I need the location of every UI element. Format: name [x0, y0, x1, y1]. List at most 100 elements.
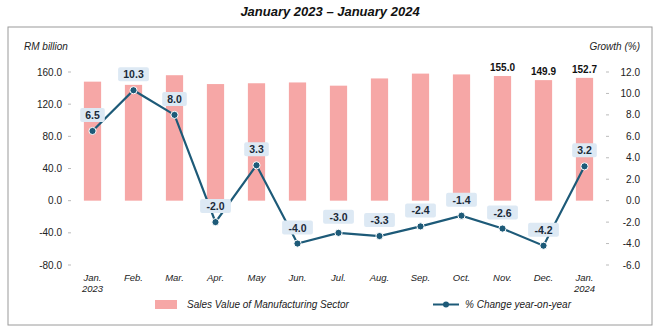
line-label: -4.0: [288, 222, 306, 234]
x-tick-label: Aug.: [369, 272, 390, 283]
line-label: -2.6: [493, 207, 511, 219]
line-label: 8.0: [167, 93, 182, 105]
x-tick-label-line: Aug.: [369, 272, 390, 283]
y2-tick: [606, 179, 609, 180]
y2-tick: [606, 243, 609, 244]
y-tick-label: 80.0: [43, 131, 63, 142]
x-tick-label: Jan.2024: [573, 272, 595, 294]
line-label: 6.5: [85, 109, 100, 121]
line-label-box: [487, 206, 518, 220]
x-tick-label: Sep.: [411, 272, 431, 283]
line-marker: [130, 87, 137, 94]
legend-swatch-marker: [443, 302, 449, 308]
line-label-box: [364, 213, 395, 227]
x-tick-label-line: Jul.: [330, 272, 346, 283]
y2-tick: [606, 265, 609, 266]
x-tick-label-line: Oct.: [453, 272, 470, 283]
y-tick: [68, 232, 71, 233]
y2-tick-label: 0.0: [626, 195, 640, 206]
line-label-box: [162, 92, 187, 106]
y2-tick-label: -6.0: [623, 260, 641, 271]
y2-tick: [606, 157, 609, 158]
bar: [125, 85, 142, 201]
data-labels: 155.0149.9152.76.510.38.0-2.03.3-4.0-3.0…: [80, 62, 597, 237]
plot-area: [84, 74, 593, 250]
y-tick: [68, 200, 71, 201]
x-tick-label-line: May: [248, 272, 267, 283]
bar: [84, 82, 101, 201]
line-marker: [294, 240, 301, 247]
y2-tick-label: 10.0: [621, 88, 641, 99]
x-tick-label: Jan.2023: [81, 272, 104, 294]
legend-swatch: [155, 300, 177, 309]
line-label: 3.2: [577, 144, 592, 156]
x-tick-label-line: Dec.: [534, 272, 554, 283]
x-tick-label: Dec.: [534, 272, 554, 283]
x-tick-label: Jun.: [288, 272, 307, 283]
line-marker: [458, 212, 465, 219]
bar: [412, 74, 429, 201]
y2-tick: [606, 72, 609, 73]
line-label: -3.3: [370, 214, 388, 226]
frame: [8, 27, 652, 325]
y-tick-label: 40.0: [43, 163, 63, 174]
line-label-box: [446, 193, 477, 207]
line-label: 10.3: [123, 68, 144, 80]
line-label: -1.4: [452, 194, 470, 206]
x-tick-label-line: Jun.: [288, 272, 307, 283]
bar: [289, 82, 306, 200]
line-label-box: [528, 223, 559, 237]
y-tick: [68, 136, 71, 137]
x-tick-label: Mar.: [165, 272, 184, 283]
line-label-box: [282, 221, 313, 235]
x-tick-label-line: 2024: [573, 283, 595, 294]
line-label: -3.0: [329, 211, 347, 223]
x-tick-label-line: Jan.: [575, 272, 594, 283]
y-tick-label: 120.0: [37, 99, 62, 110]
x-tick-label-line: Nov.: [493, 272, 512, 283]
y2-tick-label: 2.0: [626, 174, 640, 185]
legend: Sales Value of Manufacturing Sector% Cha…: [155, 299, 572, 310]
line-label: -2.4: [411, 204, 429, 216]
line-label-box: [200, 199, 231, 213]
y2-tick: [606, 136, 609, 137]
line-marker: [417, 223, 424, 230]
x-tick-label: Oct.: [453, 272, 470, 283]
line-marker: [540, 242, 547, 249]
legend-label: Sales Value of Manufacturing Sector: [187, 299, 350, 310]
x-tick-label-line: Jan.: [83, 272, 102, 283]
line-marker: [212, 219, 219, 226]
x-tick-label-line: Sep.: [411, 272, 431, 283]
line-label-box: [405, 203, 436, 217]
line: [93, 90, 585, 245]
line-label-box: [244, 142, 269, 156]
y-axis-title: RM billion: [24, 41, 68, 52]
bar: [535, 80, 552, 201]
chart: January 2023 – January 2024RM billionGro…: [0, 0, 660, 330]
line-label: 3.3: [249, 143, 264, 155]
y2-tick-label: -4.0: [623, 238, 641, 249]
line-marker: [499, 225, 506, 232]
line-label: -2.0: [206, 200, 224, 212]
y-tick: [68, 168, 71, 169]
bar: [371, 78, 388, 200]
bar-label: 152.7: [572, 64, 597, 75]
x-tick-label-line: Mar.: [165, 272, 184, 283]
x-tick-label: May: [248, 272, 267, 283]
bar: [330, 86, 347, 201]
bar-label: 155.0: [490, 62, 515, 73]
line-label-box: [323, 210, 354, 224]
y2-tick: [606, 200, 609, 201]
bar: [576, 78, 593, 201]
line-marker: [253, 162, 260, 169]
line-marker: [89, 127, 96, 134]
y2-tick: [606, 222, 609, 223]
line-marker: [335, 229, 342, 236]
y2-tick-label: 4.0: [626, 152, 640, 163]
y-tick: [68, 265, 71, 266]
y2-tick-label: 6.0: [626, 131, 640, 142]
x-tick-label: Jul.: [330, 272, 346, 283]
y-tick-label: 0.0: [48, 195, 62, 206]
x-tick-label-line: Feb.: [124, 272, 143, 283]
x-tick-label-line: Apr.: [206, 272, 224, 283]
